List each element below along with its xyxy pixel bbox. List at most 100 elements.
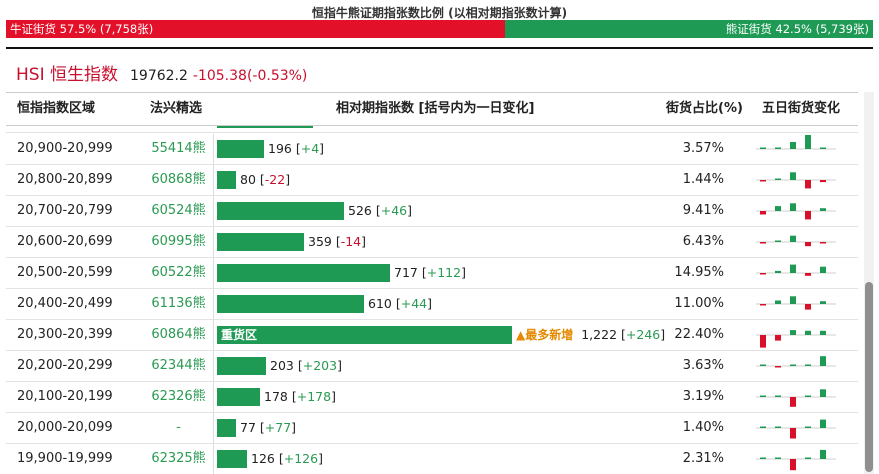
sparkline-bar [805,395,811,397]
table-body[interactable]: 20,900-20,999 55414熊 196 [+4] 3.57% 20,8… [6,126,858,474]
contracts-bar [217,419,236,437]
row-share: 9.41% [682,203,724,218]
sparkline-bar [775,147,781,149]
table-row: 20,400-20,499 61136熊 610 [+44] 11.00% [6,289,858,320]
row-pick-link[interactable]: 62326熊 [144,382,214,412]
contracts-cell: 203 [+203] [217,351,661,381]
index-quote: HSI 恒生指数 19762.2 -105.38(-0.53%) [16,60,308,85]
five-day-sparkline [756,135,836,150]
row-share: 6.43% [682,234,724,249]
contracts-change: -14 [340,234,362,249]
sparkline-bar [820,449,826,459]
row-share: 3.63% [682,358,724,373]
contracts-cell: 80 [-22] [217,165,661,195]
contracts-change: +246 [625,327,661,342]
index-change: -105.38(-0.53%) [192,68,308,84]
table-row: 20,300-20,399 60864熊 重货区 ▲最多新增 1,222 [+24… [6,320,858,351]
sparkline-bar [820,266,826,273]
sparkline-bar [775,178,781,180]
sparkline-bar [790,203,796,211]
header-share: 街货占比(%) [666,101,743,116]
row-share: 3.19% [682,389,724,404]
sparkline-bar [820,356,826,366]
contracts-change: +4 [300,141,320,156]
contracts-cell: 126 [+126] [217,444,661,474]
contracts-change: -22 [264,172,286,187]
sparkline-bar [790,397,796,407]
sparkline-bar [775,240,781,242]
row-pick-link[interactable]: - [144,413,214,443]
contracts-bar [217,264,390,282]
table-row: 20,600-20,699 60995熊 359 [-14] 6.43% [6,227,858,258]
contracts-bar [217,388,260,406]
sparkline-bar [760,180,766,182]
row-range: 20,600-20,699 [17,234,113,249]
header-pick: 法兴精选 [150,101,203,116]
contracts-value: 203 [270,358,294,373]
sparkline-bar [775,270,781,273]
row-pick-link[interactable]: 60522熊 [144,258,214,288]
contracts-change: +203 [302,358,338,373]
sparkline-bar [760,147,766,149]
sparkline-bar [805,211,811,220]
contracts-change: +126 [283,451,319,466]
sparkline-bar [805,426,811,428]
five-day-sparkline [756,264,836,276]
table-row: 20,100-20,199 62326熊 178 [+178] 3.19% [6,382,858,413]
sparkline-bar [805,304,811,310]
table-row: 20,700-20,799 60524熊 526 [+46] 9.41% [6,196,858,227]
sparkline-bar [775,457,781,459]
row-share: 22.40% [674,327,724,342]
sparkline-bar [775,206,781,211]
row-pick-link[interactable]: 60868熊 [144,165,214,195]
row-pick-link[interactable]: 62325熊 [144,444,214,474]
contracts-cell: 610 [+44] [217,289,661,319]
contracts-value: 77 [240,420,256,435]
row-range: 20,100-20,199 [17,389,113,404]
contracts-value: 178 [264,389,288,404]
row-share: 1.44% [682,172,724,187]
contracts-change: +44 [400,296,428,311]
sparkline-bar [790,428,796,439]
sparkline-bar [820,419,826,428]
sparkline-bar [760,395,766,397]
contracts-value: 717 [394,265,418,280]
five-day-sparkline [756,235,836,247]
contracts-change: +77 [264,420,292,435]
sparkline-bar [790,235,796,242]
partial-row [6,126,858,133]
sparkline-bar [760,273,766,275]
sparkline-bar [805,180,811,189]
sparkline-bar [775,395,781,397]
sparkline-bar [775,335,781,341]
sparkline-bar [790,364,796,366]
bull-bear-ratio-bar: 牛证街货 57.5% (7,758张) 熊证街货 42.5% (5,739张) [6,20,873,38]
sparkline-bar [760,426,766,428]
sparkline-bar [820,301,826,304]
row-pick-link[interactable]: 55414熊 [144,134,214,164]
sparkline-bar [820,208,826,211]
five-day-sparkline [756,356,836,368]
sparkline-bar [820,147,826,149]
scrollbar-thumb[interactable] [865,282,873,472]
sparkline-bar [790,459,796,471]
row-pick-link[interactable]: 62344熊 [144,351,214,381]
five-day-sparkline [756,296,836,310]
scrollbar-track[interactable] [864,92,874,474]
row-pick-link[interactable]: 60995熊 [144,227,214,257]
row-pick-link[interactable]: 61136熊 [144,289,214,319]
contracts-bar [217,171,236,189]
sparkline-bar [760,211,766,215]
five-day-sparkline [756,203,836,220]
sparkline-bar [760,335,766,348]
contracts-change: +178 [296,389,332,404]
sparkline-bar [790,172,796,180]
header-five-day: 五日街货变化 [762,101,841,116]
section-divider [6,47,873,49]
contracts-value: 80 [240,172,256,187]
sparkline-bar [760,457,766,459]
row-pick-link[interactable]: 60864熊 [144,320,214,350]
row-pick-link[interactable]: 60524熊 [144,196,214,226]
row-share: 3.57% [682,141,724,156]
contracts-bar [217,450,247,468]
